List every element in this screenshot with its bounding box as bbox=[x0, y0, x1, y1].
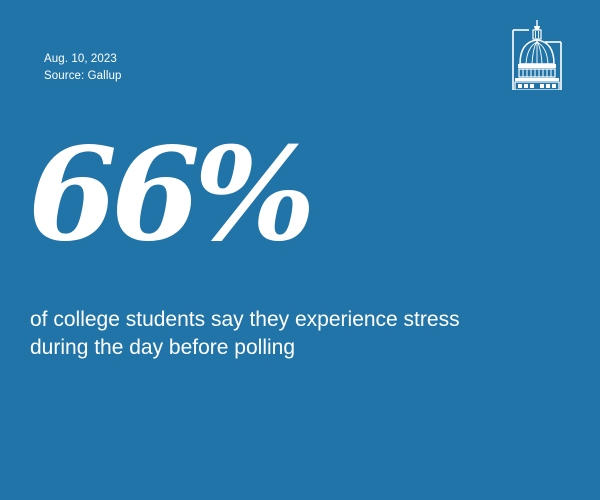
capitol-dome-icon bbox=[512, 20, 562, 91]
publish-date: Aug. 10, 2023 bbox=[44, 53, 117, 65]
source-label: Source: Gallup bbox=[44, 70, 122, 82]
card-meta: Aug. 10, 2023 Source: Gallup bbox=[44, 51, 121, 85]
statistic-caption: of college students say they experience … bbox=[30, 308, 460, 359]
headline-statistic: 66% bbox=[28, 120, 316, 270]
